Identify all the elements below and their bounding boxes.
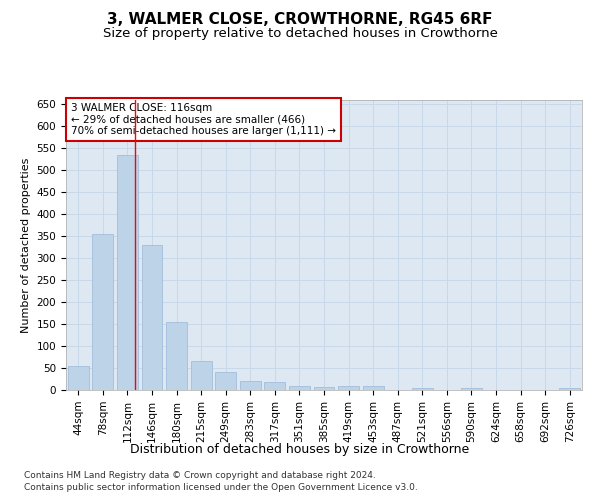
- Text: Contains public sector information licensed under the Open Government Licence v3: Contains public sector information licen…: [24, 484, 418, 492]
- Text: Size of property relative to detached houses in Crowthorne: Size of property relative to detached ho…: [103, 28, 497, 40]
- Bar: [92, 234, 113, 390]
- Bar: [215, 372, 236, 390]
- Bar: [68, 366, 89, 390]
- Text: Distribution of detached houses by size in Crowthorne: Distribution of detached houses by size …: [130, 442, 470, 456]
- Bar: [289, 386, 310, 390]
- Text: Contains HM Land Registry data © Crown copyright and database right 2024.: Contains HM Land Registry data © Crown c…: [24, 471, 376, 480]
- Y-axis label: Number of detached properties: Number of detached properties: [21, 158, 31, 332]
- Bar: [314, 387, 334, 390]
- Bar: [338, 386, 359, 390]
- Text: 3, WALMER CLOSE, CROWTHORNE, RG45 6RF: 3, WALMER CLOSE, CROWTHORNE, RG45 6RF: [107, 12, 493, 28]
- Bar: [412, 388, 433, 390]
- Bar: [166, 322, 187, 390]
- Bar: [362, 386, 383, 390]
- Bar: [117, 155, 138, 390]
- Bar: [240, 381, 261, 390]
- Bar: [559, 388, 580, 390]
- Bar: [142, 245, 163, 390]
- Bar: [191, 362, 212, 390]
- Bar: [265, 382, 286, 390]
- Text: 3 WALMER CLOSE: 116sqm
← 29% of detached houses are smaller (466)
70% of semi-de: 3 WALMER CLOSE: 116sqm ← 29% of detached…: [71, 103, 336, 136]
- Bar: [461, 388, 482, 390]
